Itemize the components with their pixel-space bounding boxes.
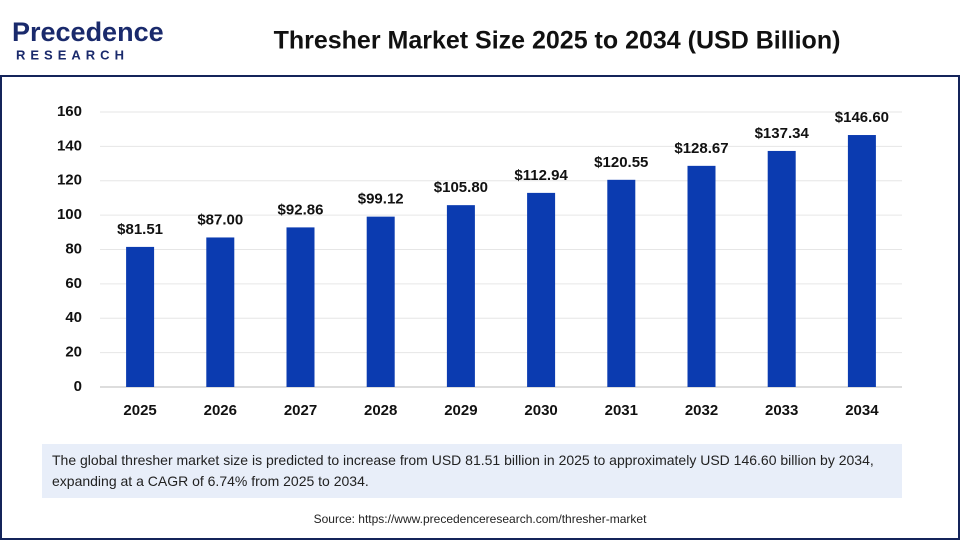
- bar: [607, 179, 636, 387]
- bar: [206, 237, 235, 387]
- bar: [847, 135, 876, 387]
- value-label: $87.00: [197, 211, 243, 228]
- bar: [446, 205, 475, 387]
- value-label: $120.55: [594, 154, 648, 171]
- y-tick-label: 60: [65, 275, 82, 292]
- value-label: $92.86: [278, 201, 324, 218]
- value-label: $146.60: [835, 109, 889, 126]
- bar: [126, 246, 155, 387]
- value-label: $112.94: [514, 167, 568, 184]
- value-label: $137.34: [755, 125, 810, 142]
- value-label: $128.67: [674, 140, 728, 157]
- x-tick-label: 2034: [845, 402, 879, 419]
- x-tick-label: 2032: [685, 402, 718, 419]
- y-tick-label: 120: [57, 172, 82, 189]
- x-tick-label: 2027: [284, 402, 317, 419]
- value-label: $99.12: [358, 191, 404, 208]
- bar: [286, 227, 315, 387]
- x-tick-label: 2033: [765, 402, 798, 419]
- chart-title: Thresher Market Size 2025 to 2034 (USD B…: [274, 27, 841, 55]
- bar: [767, 150, 796, 387]
- frame: [0, 75, 960, 540]
- x-tick-label: 2031: [605, 402, 638, 419]
- y-tick-label: 0: [74, 378, 82, 395]
- description: The global thresher market size is predi…: [42, 444, 902, 498]
- logo-name: Precedence: [12, 17, 164, 47]
- bar: [687, 165, 716, 387]
- y-tick-label: 40: [65, 309, 82, 326]
- value-label: $81.51: [117, 221, 163, 238]
- bar: [366, 216, 395, 387]
- y-tick-label: 160: [57, 103, 82, 120]
- y-tick-label: 140: [57, 137, 82, 154]
- y-tick-label: 20: [65, 344, 82, 361]
- x-tick-label: 2029: [444, 402, 477, 419]
- y-tick-label: 80: [65, 240, 82, 257]
- y-tick-label: 100: [57, 206, 82, 223]
- value-label: $105.80: [434, 179, 488, 196]
- x-tick-label: 2028: [364, 402, 397, 419]
- bar: [527, 192, 556, 387]
- x-tick-label: 2025: [123, 402, 156, 419]
- logo-tagline: RESEARCH: [16, 47, 129, 62]
- x-tick-label: 2026: [204, 402, 237, 419]
- source: Source: https://www.precedenceresearch.c…: [313, 512, 647, 526]
- x-tick-label: 2030: [524, 402, 557, 419]
